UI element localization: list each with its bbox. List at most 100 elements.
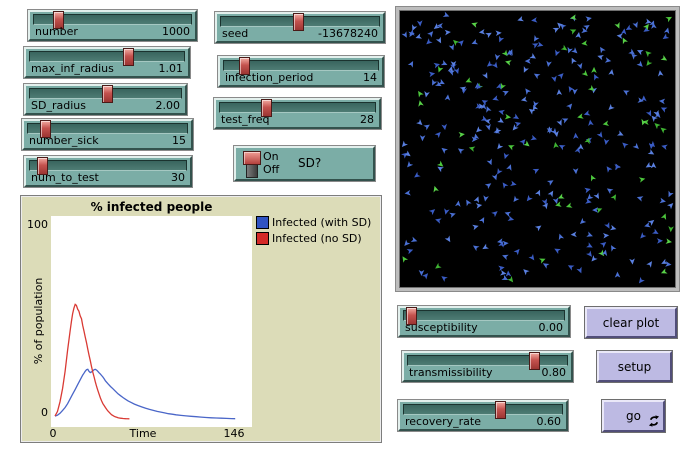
turtle <box>659 197 666 204</box>
turtle <box>622 142 629 149</box>
turtle <box>416 20 423 27</box>
turtle <box>534 225 542 232</box>
slider-handle[interactable] <box>529 352 541 370</box>
turtle <box>486 60 494 67</box>
slider-value: 1000 <box>162 25 190 38</box>
switch-sd[interactable]: On Off SD? <box>233 145 376 182</box>
slider-label: number <box>35 25 78 38</box>
turtle <box>546 127 553 134</box>
slider-track[interactable] <box>29 48 185 66</box>
turtle <box>614 164 621 170</box>
slider-track[interactable] <box>33 11 192 29</box>
turtle <box>501 49 508 57</box>
turtle <box>531 43 539 49</box>
setup-button-label: setup <box>617 359 652 374</box>
slider-infection-period[interactable]: infection_period 14 <box>217 55 385 88</box>
turtle <box>523 66 529 73</box>
slider-handle[interactable] <box>37 157 49 175</box>
turtle <box>571 47 578 54</box>
slider-max-inf-radius[interactable]: max_inf_radius 1.01 <box>23 46 191 79</box>
slider-num-to-test[interactable]: num_to_test 30 <box>23 155 193 188</box>
turtle <box>604 57 612 63</box>
turtle <box>428 209 436 216</box>
turtle <box>415 33 423 39</box>
slider-track[interactable] <box>219 99 376 117</box>
slider-track[interactable] <box>29 157 187 175</box>
turtle <box>458 132 465 138</box>
slider-track[interactable] <box>407 352 568 370</box>
slider-handle[interactable] <box>39 120 51 138</box>
slider-track[interactable] <box>403 307 565 325</box>
turtle <box>538 258 546 264</box>
setup-button[interactable]: setup <box>596 350 673 383</box>
slider-test-freq[interactable]: test_freq 28 <box>213 97 382 130</box>
turtle <box>588 119 594 126</box>
slider-number[interactable]: number 1000 <box>27 9 198 42</box>
turtle <box>591 66 597 73</box>
slider-susceptibility[interactable]: susceptibility 0.00 <box>397 305 571 338</box>
turtle <box>478 103 485 109</box>
turtle <box>631 53 638 60</box>
turtle <box>491 211 498 218</box>
slider-number-sick[interactable]: number_sick 15 <box>21 118 194 151</box>
slider-track[interactable] <box>27 120 188 138</box>
switch-knob[interactable] <box>243 151 261 165</box>
slider-handle[interactable] <box>102 85 114 103</box>
turtle <box>526 194 533 202</box>
slider-handle[interactable] <box>260 99 272 117</box>
slider-handle[interactable] <box>292 13 304 31</box>
slider-seed[interactable]: seed -13678240 <box>214 11 386 44</box>
turtle <box>436 22 443 29</box>
turtle <box>513 248 520 256</box>
turtle <box>536 41 544 47</box>
turtle <box>597 54 604 61</box>
turtle <box>668 190 674 198</box>
turtle <box>646 59 653 66</box>
turtle <box>551 75 557 83</box>
slider-recovery-rate[interactable]: recovery_rate 0.60 <box>397 399 569 432</box>
turtle <box>660 54 668 61</box>
turtle <box>437 166 444 173</box>
turtle <box>472 245 480 252</box>
turtle <box>502 240 509 247</box>
slider-track[interactable] <box>29 85 182 103</box>
clear-plot-button[interactable]: clear plot <box>584 306 678 339</box>
slider-handle[interactable] <box>122 48 134 66</box>
turtle <box>495 30 502 37</box>
turtle <box>591 255 598 262</box>
slider-track[interactable] <box>223 57 379 75</box>
slider-handle[interactable] <box>53 11 65 29</box>
turtle <box>502 182 509 189</box>
slider-handle[interactable] <box>405 307 417 325</box>
turtle <box>668 226 674 233</box>
switch-on-label: On <box>263 150 279 163</box>
turtle <box>533 100 539 108</box>
x-axis-max-label: 146 <box>223 427 245 440</box>
slider-track[interactable] <box>220 13 380 31</box>
slider-value: 1.01 <box>158 62 184 75</box>
slider-handle[interactable] <box>238 57 250 75</box>
slider-label: num_to_test <box>31 171 99 184</box>
turtle <box>513 195 520 203</box>
turtle <box>410 236 418 242</box>
slider-transmissibility[interactable]: transmissibility 0.80 <box>401 350 574 383</box>
turtle <box>478 28 486 35</box>
turtle <box>433 23 441 30</box>
turtle <box>426 38 433 45</box>
turtle <box>506 164 512 171</box>
turtle <box>576 62 583 70</box>
turtle <box>444 208 450 215</box>
turtle <box>498 265 505 272</box>
slider-track[interactable] <box>403 401 563 419</box>
slider-sd-radius[interactable]: SD_radius 2.00 <box>23 83 188 116</box>
forever-icon <box>648 415 660 427</box>
turtle <box>401 152 408 159</box>
turtle <box>435 80 442 87</box>
turtle <box>552 197 559 205</box>
turtle <box>533 35 540 42</box>
slider-handle[interactable] <box>494 401 506 419</box>
go-button[interactable]: go <box>601 399 666 433</box>
turtle <box>505 270 512 277</box>
turtle <box>450 60 457 68</box>
turtle <box>455 200 461 207</box>
